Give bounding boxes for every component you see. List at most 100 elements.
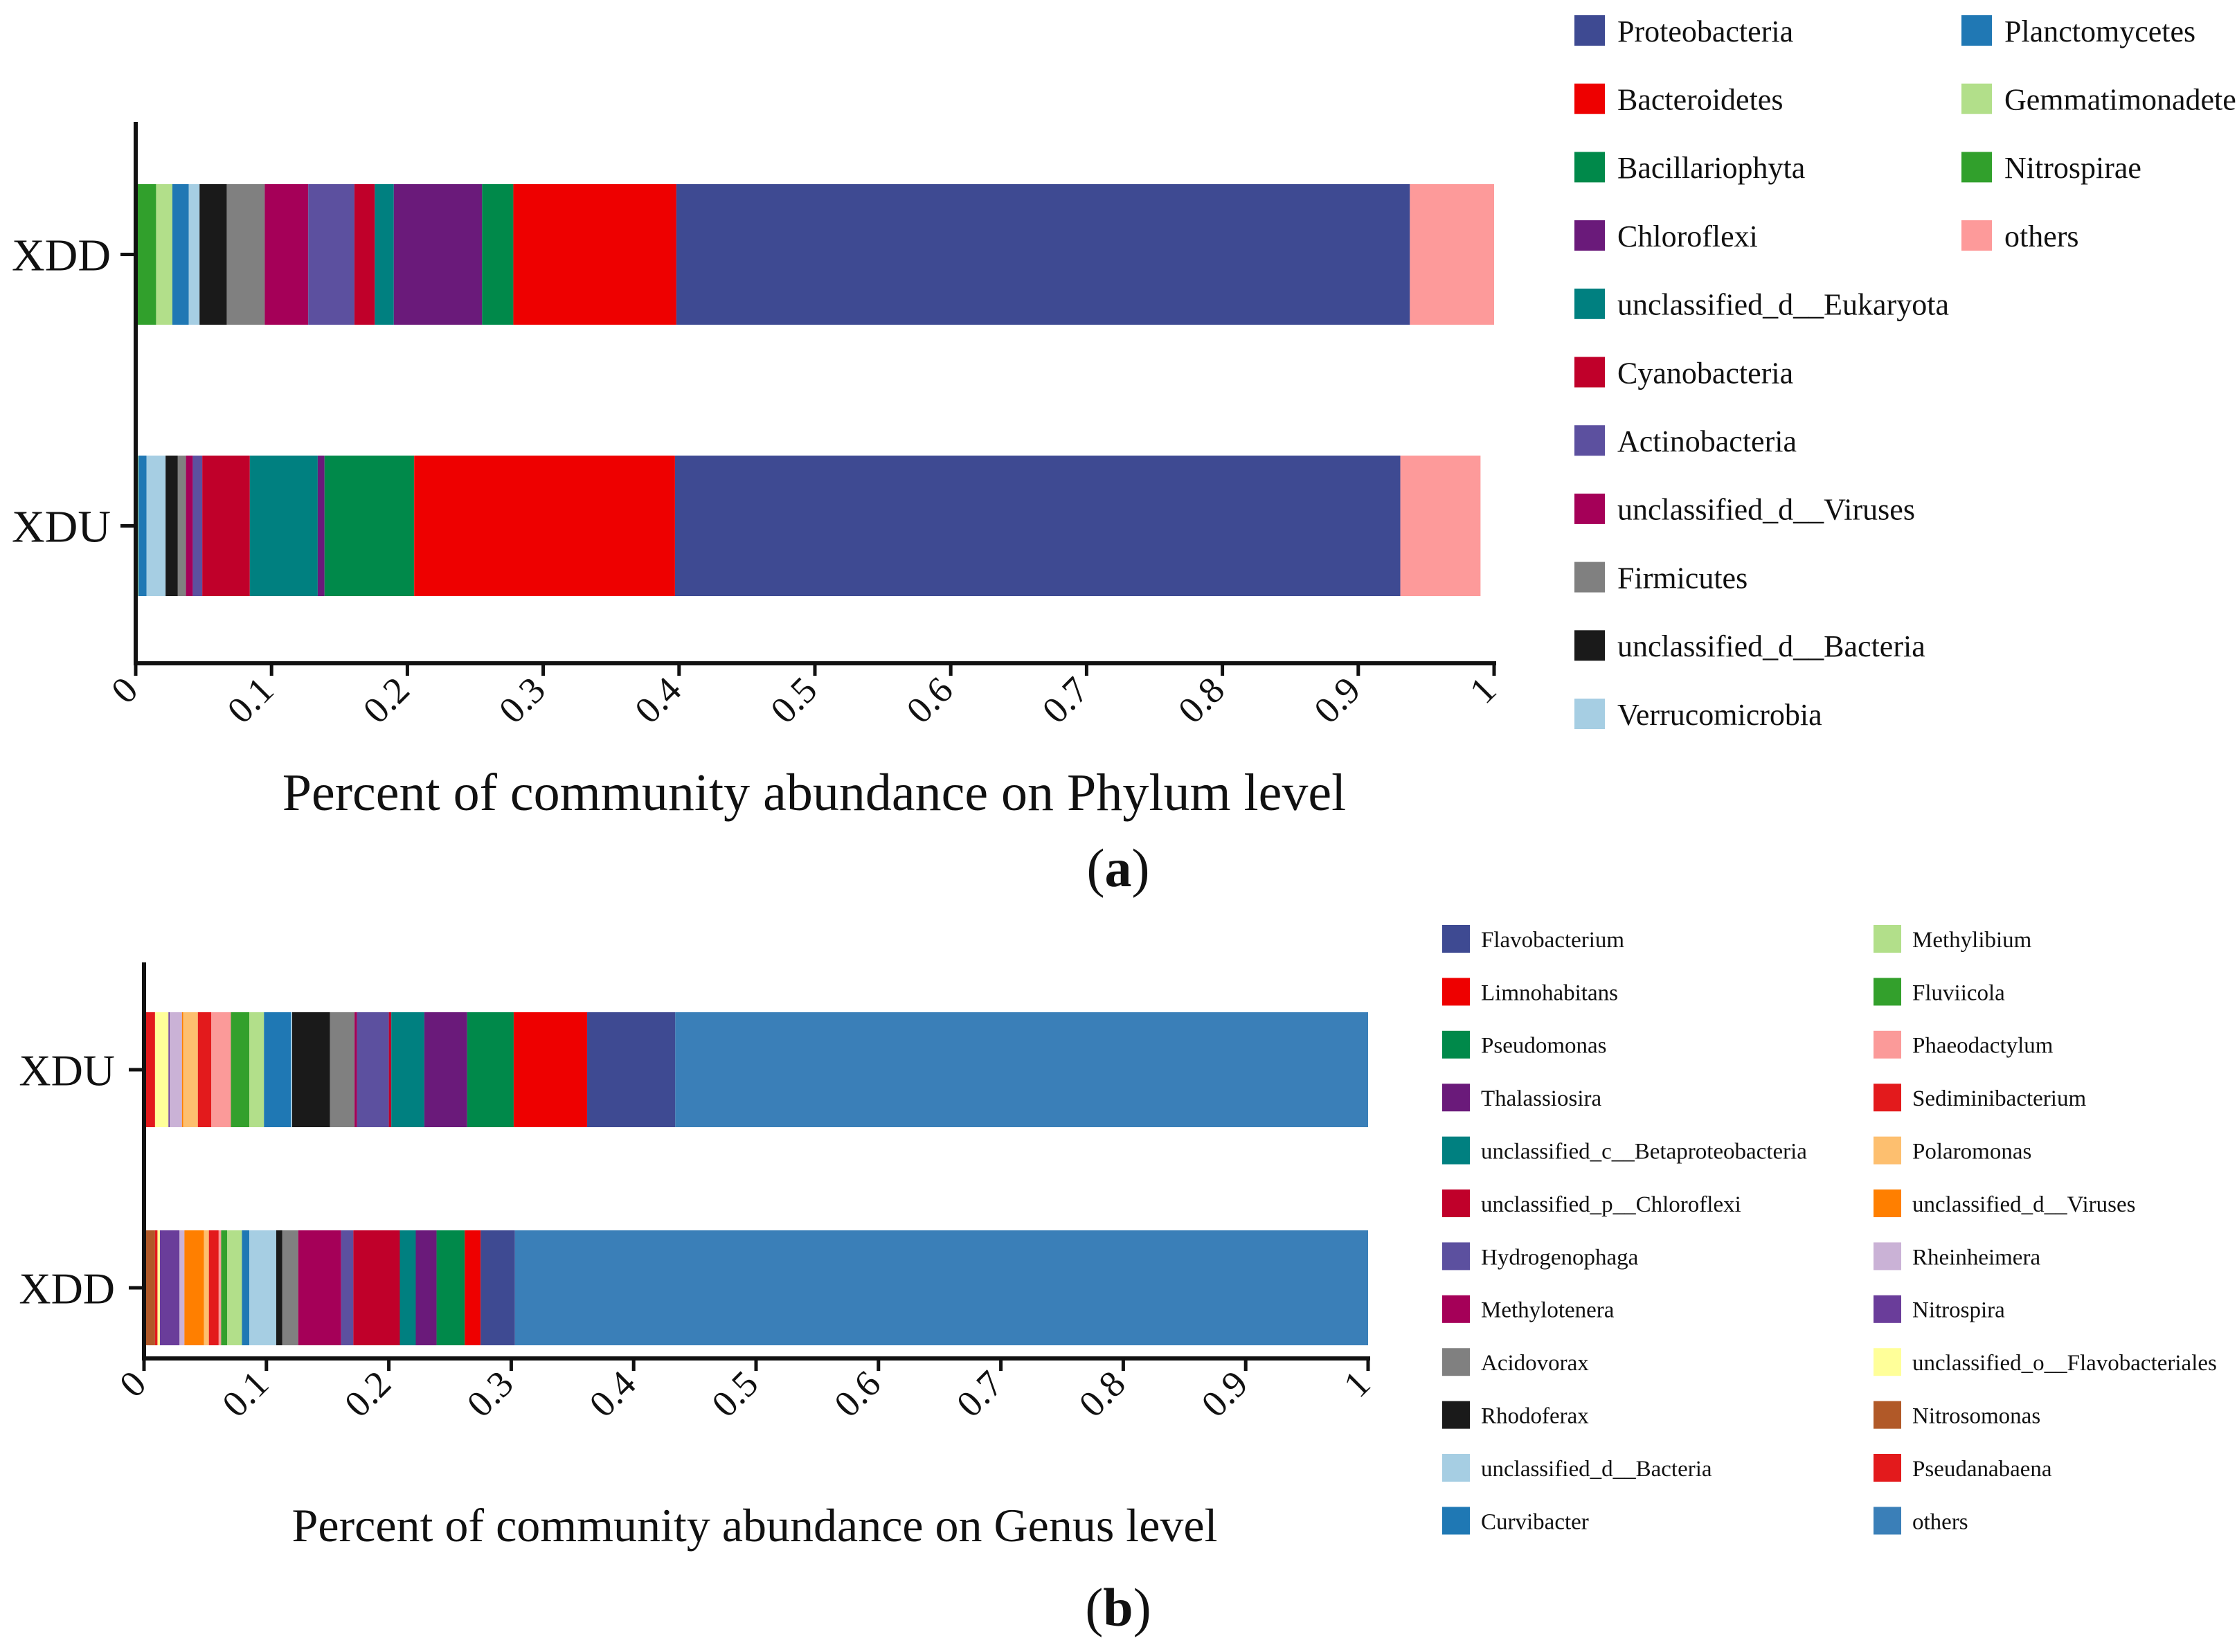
- legend-label-verrucomicrobia: Verrucomicrobia: [1617, 698, 1822, 732]
- legend-label-firmicutes: Firmicutes: [1617, 561, 1748, 595]
- y-tick-label-xdu: XDU: [12, 502, 111, 553]
- legend-swatch-curvibacter: [1442, 1507, 1470, 1535]
- bar-segment-xdd-chloroflexi: [393, 184, 483, 325]
- bar-segment-xdd-nitrosomonas: [144, 1230, 155, 1345]
- bar-segment-xdu-firmicutes: [177, 456, 186, 596]
- x-tick-label-4: 0.4: [582, 1363, 644, 1425]
- legend-swatch-others: [1874, 1507, 1901, 1535]
- legend-swatch-gemmatimonadetes: [1961, 83, 1992, 114]
- panel-b: XDU XDD 0 0.1 0.2 0.3 0.4 0.5 0.6 0.7 0.8 0.9 1 Perce…: [19, 925, 2217, 1637]
- bar-segment-xdd-unclassified-d-viruses: [184, 1230, 204, 1345]
- legend-swatch-unclassified-c-betaproteobacteria: [1442, 1136, 1470, 1165]
- legend-label-bacteroidetes: Bacteroidetes: [1617, 83, 1783, 117]
- bar-segment-xdu-methylotenera: [354, 1012, 357, 1127]
- bar-segment-xdu-methylibium: [249, 1012, 264, 1127]
- bar-segment-xdd-bacillariophyta: [482, 184, 514, 325]
- legend-label-unclassified-o-flavobacteriales: unclassified_o__Flavobacteriales: [1912, 1351, 2217, 1376]
- bar-segment-xdu-unclassified-d-viruses: [181, 1012, 183, 1127]
- legend-label-proteobacteria: Proteobacteria: [1617, 15, 1793, 48]
- legend-swatch-bacillariophyta: [1574, 152, 1605, 183]
- x-axis-label: Percent of community abundance on Genus …: [292, 1499, 1218, 1552]
- legend-label-chloroflexi: Chloroflexi: [1617, 219, 1758, 253]
- x-tick-label-6: 0.6: [899, 669, 961, 731]
- x-tick-label-7: 0.7: [949, 1363, 1011, 1425]
- bar-segment-xdd-unclassified-d-bacteria: [249, 1230, 276, 1345]
- legend-label-methylotenera: Methylotenera: [1481, 1298, 1615, 1323]
- y-tick-label-xdu: XDU: [19, 1045, 115, 1095]
- x-tick-label-2: 0.2: [336, 1363, 399, 1425]
- bar-segment-xdu-curvibacter: [264, 1012, 291, 1127]
- legend-swatch-nitrosomonas: [1874, 1401, 1901, 1429]
- bar-segment-xdd-unclassified-d-bacteria: [199, 184, 227, 325]
- legend-label-bacillariophyta: Bacillariophyta: [1617, 151, 1805, 185]
- legend-swatch-bacteroidetes: [1574, 83, 1605, 114]
- x-tick-label-8: 0.8: [1071, 1363, 1133, 1425]
- bar-segment-xdu-verrucomicrobia: [146, 456, 166, 596]
- bar-segment-xdu-unclassified-p-chloroflexi: [388, 1012, 392, 1127]
- legend-label-rheinheimera: Rheinheimera: [1912, 1245, 2040, 1270]
- bar-segment-xdd-unclassified-o-flavobacteriales: [157, 1230, 160, 1345]
- legend-swatch-unclassified-o-flavobacteriales: [1874, 1348, 1901, 1376]
- bar-segment-xdd-polaromonas: [204, 1230, 209, 1345]
- bar-segment-xdu-pseudomonas: [467, 1012, 514, 1127]
- bar-segment-xdu-unclassified-d-eukaryota: [249, 456, 318, 596]
- bar-segment-xdd-methylotenera: [298, 1230, 341, 1345]
- bar-segment-xdd-flavobacterium: [480, 1230, 515, 1345]
- legend-label-pseudomonas: Pseudomonas: [1481, 1034, 1607, 1059]
- bar-segment-xdd-limnohabitans: [465, 1230, 481, 1345]
- x-tick-label-2: 0.2: [355, 669, 417, 731]
- x-tick-label-10: 1: [1336, 1363, 1378, 1406]
- legend-swatch-phaeodactylum: [1874, 1030, 1901, 1059]
- bar-segment-xdu-actinobacteria: [192, 456, 203, 596]
- legend-swatch-chloroflexi: [1574, 220, 1605, 251]
- legend-swatch-methylibium: [1874, 925, 1901, 953]
- legend-swatch-actinobacteria: [1574, 425, 1605, 456]
- legend-swatch-fluviicola: [1874, 978, 1901, 1006]
- x-tick-label-4: 0.4: [627, 669, 689, 731]
- legend-swatch-thalassiosira: [1442, 1084, 1470, 1112]
- legend-label-curvibacter: Curvibacter: [1481, 1509, 1589, 1534]
- legend-label-acidovorax: Acidovorax: [1481, 1351, 1589, 1376]
- bar-segment-xdu-bacillariophyta: [324, 456, 415, 596]
- legend-label-unclassified-p-chloroflexi: unclassified_p__Chloroflexi: [1481, 1192, 1741, 1217]
- bar-segment-xdd-actinobacteria: [308, 184, 354, 325]
- legend-label-unclassified-c-betaproteobacteria: unclassified_c__Betaproteobacteria: [1481, 1139, 1807, 1164]
- bar-segment-xdu-others: [1400, 456, 1481, 596]
- legend-label-thalassiosira: Thalassiosira: [1481, 1086, 1601, 1111]
- legend-swatch-rheinheimera: [1874, 1242, 1901, 1271]
- bar-segment-xdu-planctomycetes: [138, 456, 147, 596]
- legend-label-actinobacteria: Actinobacteria: [1617, 424, 1797, 458]
- bar-segment-xdd-nitrospirae: [136, 184, 156, 325]
- legend-swatch-methylotenera: [1442, 1295, 1470, 1323]
- x-tick-label-7: 0.7: [1034, 669, 1097, 731]
- bar-segment-xdd-verrucomicrobia: [188, 184, 200, 325]
- bar-segment-xdd-cyanobacteria: [354, 184, 375, 325]
- bar-segment-xdu-cyanobacteria: [202, 456, 250, 596]
- x-tick-label-0: 0: [103, 669, 146, 712]
- bar-segment-xdd-pseudomonas: [436, 1230, 465, 1345]
- legend-swatch-unclassified-d-bacteria: [1574, 630, 1605, 661]
- bar-segment-xdu-unclassified-d-bacteria: [291, 1012, 292, 1127]
- bar-segment-xdd-rheinheimera: [179, 1230, 185, 1345]
- bar-segment-xdd-proteobacteria: [676, 184, 1410, 325]
- legend-label-nitrospirae: Nitrospirae: [2004, 151, 2141, 185]
- legend-label-limnohabitans: Limnohabitans: [1481, 980, 1618, 1005]
- bar-segment-xdu-unclassified-c-betaproteobacteria: [391, 1012, 424, 1127]
- legend-label-methylibium: Methylibium: [1912, 928, 2032, 953]
- bar-segment-xdd-acidovorax: [282, 1230, 298, 1345]
- legend-label-unclassified-d-bacteria: unclassified_d__Bacteria: [1481, 1457, 1712, 1482]
- legend-label-unclassified-d-eukaryota: unclassified_d__Eukaryota: [1617, 288, 1949, 322]
- bar-segment-xdd-phaeodactylum: [218, 1230, 222, 1345]
- x-tick-label-3: 0.3: [459, 1363, 521, 1425]
- legend-swatch-limnohabitans: [1442, 978, 1470, 1006]
- bar-segment-xdd-unclassified-d-viruses: [264, 184, 309, 325]
- legend-swatch-others: [1961, 220, 1992, 251]
- legend-label-others: others: [2004, 219, 2079, 253]
- legend-swatch-unclassified-p-chloroflexi: [1442, 1189, 1470, 1217]
- bar-segment-xdu-acidovorax: [330, 1012, 355, 1127]
- bar-segment-xdu-fluviicola: [231, 1012, 250, 1127]
- bar-segment-xdd-others: [1410, 184, 1494, 325]
- bar-segment-xdu-flavobacterium: [587, 1012, 676, 1127]
- bar-segment-xdd-curvibacter: [242, 1230, 250, 1345]
- legend-swatch-verrucomicrobia: [1574, 699, 1605, 729]
